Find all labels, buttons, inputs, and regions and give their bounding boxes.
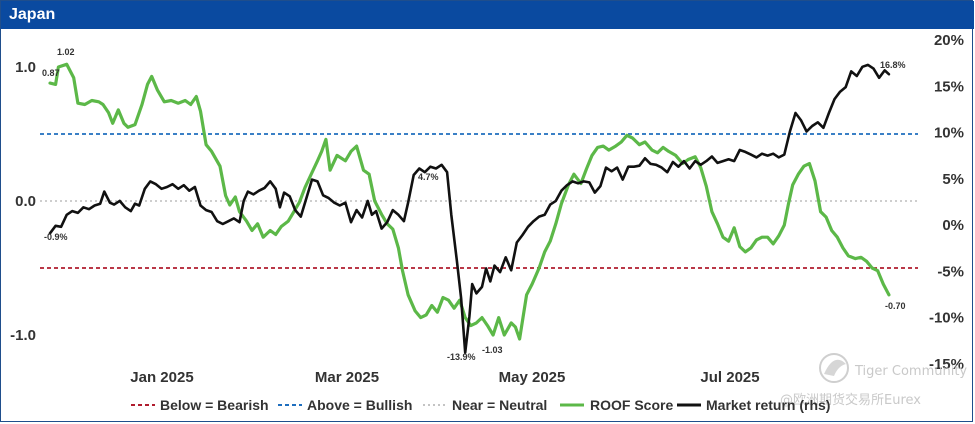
data-annotation: -13.9%: [447, 352, 476, 362]
data-annotation: 1.02: [57, 47, 75, 57]
x-tick-label: Mar 2025: [315, 369, 379, 386]
data-annotation: 0.87: [42, 68, 60, 78]
right-tick-label: 0%: [942, 217, 964, 234]
chart-title: Japan: [1, 1, 974, 29]
right-tick-label: -5%: [937, 263, 964, 280]
watermark-line2: @欧洲期货交易所Eurex: [780, 392, 921, 408]
left-tick-label: 1.0: [15, 59, 36, 76]
legend-label: Below = Bearish: [160, 397, 269, 413]
x-tick-label: May 2025: [499, 369, 566, 386]
right-tick-label: 15%: [934, 78, 964, 95]
right-tick-label: 10%: [934, 125, 964, 142]
series-line-market-return: [48, 63, 891, 354]
right-tick-label: 5%: [942, 171, 964, 188]
series-lines: [48, 62, 891, 354]
reference-lines: [40, 133, 918, 269]
legend-label: Market return (rhs): [706, 397, 830, 413]
x-axis-ticks: Jan 2025 Mar 2025 May 2025 Jul 2025: [130, 369, 759, 386]
data-annotation: -1.03: [482, 345, 503, 355]
x-tick-label: Jan 2025: [130, 369, 193, 386]
legend-label: Near = Neutral: [452, 397, 547, 413]
watermark-line1: Tiger Community: [854, 364, 967, 379]
left-tick-label: -1.0: [10, 327, 36, 344]
legend: Below = Bearish Above = Bullish Near = Neu…: [131, 397, 830, 413]
tiger-logo-icon: [819, 353, 849, 383]
data-annotation: 16.8%: [880, 60, 906, 70]
data-annotation: 4.7%: [418, 172, 439, 182]
legend-label: Above = Bullish: [307, 397, 412, 413]
right-tick-label: 20%: [934, 32, 964, 49]
left-tick-label: 0.0: [15, 193, 36, 210]
x-tick-label: Jul 2025: [700, 369, 759, 386]
series-line-roof-score: [48, 62, 891, 341]
left-axis-ticks: 1.0 0.0 -1.0: [10, 59, 36, 344]
data-annotation: -0.70: [885, 301, 906, 311]
annotations: 0.87 1.02 -0.9% 4.7% -13.9% -1.03 16.8% -0.70: [42, 47, 906, 362]
right-tick-label: -10%: [929, 310, 964, 327]
data-annotation: -0.9%: [44, 232, 68, 242]
legend-label: ROOF Score: [590, 397, 673, 413]
watermark: Tiger Community @欧洲期货交易所Eurex: [780, 353, 967, 408]
right-axis-ticks: 20% 15% 10% 5% 0% -5% -10% -15%: [929, 32, 964, 373]
right-tick-label: -15%: [929, 356, 964, 373]
